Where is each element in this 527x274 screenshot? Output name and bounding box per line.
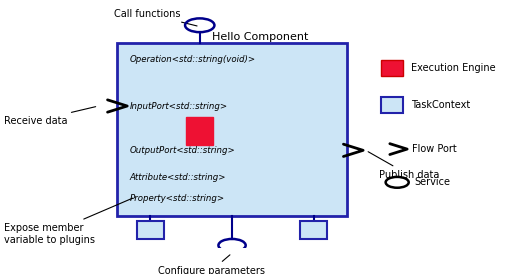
Text: P: P bbox=[310, 225, 318, 235]
Text: Expose member
variable to plugins: Expose member variable to plugins bbox=[4, 198, 132, 245]
Text: Call functions: Call functions bbox=[114, 9, 197, 26]
Text: Operation<std::string(void)>: Operation<std::string(void)> bbox=[130, 55, 256, 64]
Text: P: P bbox=[146, 225, 154, 235]
Text: Publish data: Publish data bbox=[368, 152, 439, 180]
Text: Configure parameters: Configure parameters bbox=[158, 255, 265, 274]
Text: Receive data: Receive data bbox=[4, 107, 96, 126]
FancyBboxPatch shape bbox=[382, 60, 404, 76]
FancyBboxPatch shape bbox=[186, 117, 213, 145]
FancyBboxPatch shape bbox=[382, 97, 404, 113]
FancyBboxPatch shape bbox=[136, 221, 164, 239]
Text: Attribute<std::string>: Attribute<std::string> bbox=[130, 173, 226, 182]
Text: Property<std::string>: Property<std::string> bbox=[130, 194, 225, 203]
Text: Hello Component: Hello Component bbox=[211, 32, 308, 42]
Text: InputPort<std::string>: InputPort<std::string> bbox=[130, 101, 228, 110]
Text: Flow Port: Flow Port bbox=[413, 144, 457, 154]
FancyBboxPatch shape bbox=[300, 221, 327, 239]
Text: TaskContext: TaskContext bbox=[412, 100, 471, 110]
Text: Execution Engine: Execution Engine bbox=[412, 63, 496, 73]
FancyBboxPatch shape bbox=[116, 43, 347, 216]
Text: Service: Service bbox=[414, 177, 450, 187]
Text: OutputPort<std::string>: OutputPort<std::string> bbox=[130, 146, 236, 155]
